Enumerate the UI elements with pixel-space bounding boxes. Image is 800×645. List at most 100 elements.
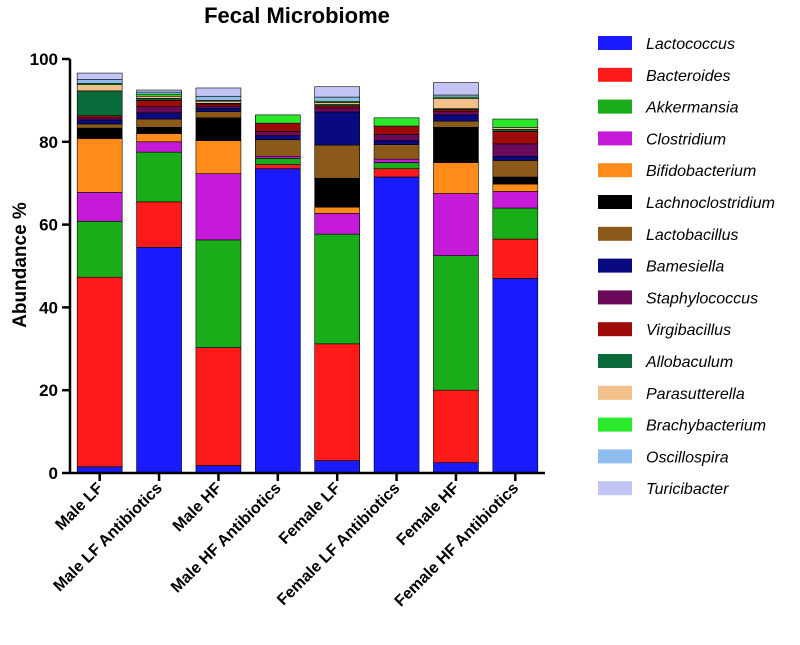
bar-segment-lachnoclostridium — [314, 177, 360, 208]
bar-segment-oscillospira — [136, 91, 182, 95]
bar-segment-akkermansia — [373, 162, 420, 170]
bar-segment-akkermansia — [433, 255, 479, 391]
legend-swatch-lactococcus — [598, 36, 632, 50]
bar-segment-lactococcus — [373, 176, 420, 474]
bar-segment-virgibacillus — [195, 103, 242, 107]
bar-segment-allobaculum — [136, 98, 182, 101]
bar-segment-staphylococcus — [76, 117, 123, 121]
x-tick-label: Male HF Antibiotics — [168, 480, 285, 597]
bar-segment-bamesiella — [373, 140, 420, 145]
bar-segment-bamesiella — [195, 107, 242, 112]
bar-segment-clostridium — [195, 173, 242, 241]
bar-segment-lachnoclostridium — [195, 117, 242, 141]
bar-segment-bifidobacterium — [492, 183, 539, 192]
legend-swatch-bamesiella — [598, 258, 632, 273]
y-tick-label: 20 — [39, 381, 58, 400]
bar-segment-lachnoclostridium — [136, 127, 182, 134]
bar-segment-parasutterella — [433, 98, 479, 109]
bar-segment-staphylococcus — [255, 131, 301, 136]
bar-segment-turicibacter — [195, 87, 242, 97]
bar-segment-staphylococcus — [195, 105, 242, 109]
bar-segment-virgibacillus — [492, 131, 539, 145]
legend-swatch-staphylococcus — [598, 290, 632, 305]
bar-segment-clostridium — [314, 213, 360, 235]
x-tick-label: Male LF Antibiotics — [51, 480, 166, 595]
legend-label-bifidobacterium: Bifidobacterium — [646, 163, 756, 180]
bar-segment-oscillospira — [314, 96, 360, 102]
legend-label-lactococcus: Lactococcus — [646, 36, 735, 53]
bar-segment-lactobacillus — [136, 118, 182, 128]
bar-segment-lactococcus — [433, 462, 479, 474]
bar-segment-bamesiella — [314, 111, 360, 146]
bar-segment-turicibacter — [314, 86, 360, 98]
bar-segment-akkermansia — [195, 239, 242, 348]
bar-segment-bamesiella — [76, 119, 123, 125]
bar-segment-bacteroides — [136, 201, 182, 248]
bar-segment-parasutterella — [195, 100, 242, 104]
bar-segment-parasutterella — [492, 127, 539, 130]
legend-swatch-allobaculum — [598, 354, 632, 368]
bar-segment-bacteroides — [195, 347, 242, 466]
legend-label-turicibacter: Turicibacter — [646, 481, 729, 498]
legend-swatch-lachnoclostridium — [598, 195, 632, 209]
bar-segment-bacteroides — [433, 389, 479, 463]
y-axis-label: Abundance % — [10, 202, 31, 328]
bar-segment-clostridium — [492, 191, 539, 209]
legend-swatch-lactobacillus — [598, 226, 632, 241]
legend-label-allobaculum: Allobaculum — [645, 354, 733, 371]
bar-segment-lactobacillus — [433, 120, 479, 128]
bar-segment-bifidobacterium — [433, 162, 479, 194]
bar-segment-lachnoclostridium — [492, 176, 539, 185]
bar-segment-bacteroides — [76, 276, 123, 468]
bar-segment-lachnoclostridium — [76, 127, 123, 139]
bar-segment-brachybacterium — [136, 93, 182, 97]
bar-segment-virgibacillus — [76, 115, 123, 119]
bar-segment-brachybacterium — [492, 118, 539, 128]
legend-swatch-parasutterella — [598, 385, 632, 400]
legend-label-oscillospira: Oscillospira — [646, 449, 729, 466]
x-tick-label: Female LF Antibiotics — [274, 480, 403, 609]
x-tick-label: Female HF Antibiotics — [392, 480, 522, 610]
bar-segment-bifidobacterium — [136, 133, 182, 143]
bar-segment-virgibacillus — [433, 109, 479, 112]
legend-label-akkermansia: Akkermansia — [645, 100, 739, 117]
bar-segment-lactococcus — [492, 278, 539, 474]
bar-segment-lactobacillus — [314, 144, 360, 179]
bar-segment-lactobacillus — [492, 160, 539, 178]
bar-segment-brachybacterium — [373, 117, 420, 127]
legend-swatch-brachybacterium — [598, 417, 632, 432]
bar-segment-virgibacillus — [314, 105, 360, 109]
bar-segment-staphylococcus — [373, 134, 420, 141]
y-tick-label: 80 — [39, 133, 58, 152]
bar-segment-lactococcus — [314, 460, 360, 474]
bar-segment-bamesiella — [255, 135, 301, 141]
bar-segment-clostridium — [433, 193, 479, 256]
bar-segment-turicibacter — [433, 82, 479, 96]
bar-segment-lactobacillus — [373, 144, 420, 160]
bar-segment-parasutterella — [136, 95, 182, 99]
bar-segment-turicibacter — [76, 72, 123, 80]
bar-segment-allobaculum — [76, 90, 123, 117]
legend-swatch-bifidobacterium — [598, 163, 632, 178]
legend-swatch-bacteroides — [598, 67, 632, 82]
bar-segment-parasutterella — [76, 84, 123, 92]
bar-segment-lactococcus — [255, 168, 301, 474]
x-tick-label: Male HF — [170, 480, 226, 536]
bar-segment-staphylococcus — [492, 143, 539, 157]
bar-segment-virgibacillus — [255, 122, 301, 132]
legend-swatch-akkermansia — [598, 99, 632, 114]
bar-segment-staphylococcus — [433, 111, 479, 116]
legend-label-lachnoclostridium: Lachnoclostridium — [646, 195, 775, 212]
bar-segment-bacteroides — [373, 168, 420, 178]
legend-label-virgibacillus: Virgibacillus — [646, 322, 731, 339]
legend-swatch-clostridium — [598, 131, 632, 146]
bar-segment-virgibacillus — [136, 100, 182, 107]
bar-segment-bamesiella — [492, 155, 539, 161]
bar-segment-clostridium — [255, 155, 301, 159]
bar-segment-staphylococcus — [314, 107, 360, 113]
bar-segment-lactobacillus — [255, 139, 301, 157]
x-tick-label: Male LF — [52, 480, 106, 534]
bar-segment-lactobacillus — [195, 111, 242, 119]
bar-segment-bamesiella — [136, 112, 182, 120]
